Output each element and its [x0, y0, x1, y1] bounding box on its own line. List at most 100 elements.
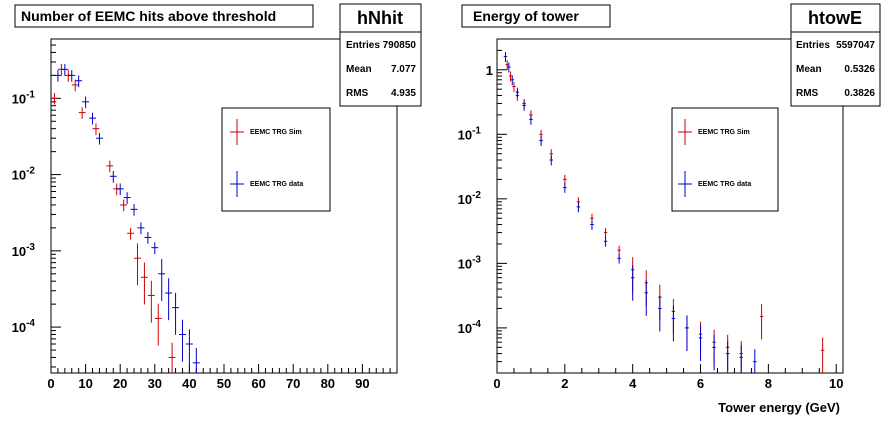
right-pad: Energy of tower htowE Entries 5597047 Me…: [458, 3, 881, 415]
left-data-point: [179, 319, 186, 362]
left-stats-rms-label: RMS: [346, 88, 369, 99]
left-sim-point: [71, 79, 79, 92]
left-sim-point: [154, 303, 162, 346]
left-data-point: [54, 70, 62, 82]
left-data-point: [75, 75, 83, 88]
right-legend: EEMC TRG Sim EEMC TRG data: [671, 107, 779, 212]
left-x-tick-label: 30: [148, 376, 162, 391]
right-sim-point: [505, 60, 509, 71]
left-sim-point: [120, 199, 128, 212]
right-data-point: [515, 87, 520, 98]
right-stats-entries-value: 5597047: [836, 40, 875, 51]
left-x-tick-label: 20: [113, 376, 127, 391]
right-data-point: [671, 306, 676, 342]
right-data-point: [658, 296, 662, 332]
right-data-point: [739, 344, 743, 373]
left-sim-point: [140, 262, 148, 305]
left-data-point: [151, 242, 159, 255]
left-stats-mean-label: Mean: [346, 64, 372, 75]
right-legend-sim-label: EEMC TRG Sim: [698, 129, 750, 136]
left-data-point: [68, 70, 76, 82]
right-legend-data-label: EEMC TRG data: [698, 181, 751, 188]
left-x-tick-label: 50: [217, 376, 231, 391]
right-data-point: [539, 136, 543, 146]
right-data-point: [712, 334, 716, 371]
right-stats-mean-value: 0.5326: [844, 64, 875, 75]
right-y-tick-label: 10-3: [458, 254, 482, 271]
left-data-point: [130, 204, 138, 216]
right-data-point: [685, 315, 689, 351]
right-marks: [503, 52, 825, 373]
right-data-point: [522, 100, 526, 111]
left-sim-point: [168, 342, 176, 373]
left-legend: EEMC TRG Sim EEMC TRG data: [221, 107, 331, 212]
left-chart-title: Number of EEMC hits above threshold: [21, 8, 276, 24]
left-sim-point: [134, 243, 141, 286]
left-x-tick-label: 10: [78, 376, 92, 391]
left-legend-data-label: EEMC TRG data: [250, 181, 303, 188]
left-data-point: [144, 232, 152, 244]
left-x-tick-label: 90: [355, 376, 369, 391]
right-data-point: [698, 325, 703, 361]
right-sim-point: [512, 82, 516, 92]
right-data-point: [617, 253, 621, 264]
left-marks: [51, 64, 200, 373]
left-data-point: [123, 192, 131, 204]
right-data-point: [603, 236, 608, 247]
left-stats-entries-label: Entries: [346, 40, 380, 51]
left-data-point: [165, 278, 173, 321]
right-data-point: [753, 349, 757, 373]
left-sim-point: [92, 123, 100, 136]
left-x-tick-label: 0: [47, 376, 54, 391]
left-y-tick-label: 10-4: [12, 318, 36, 335]
left-data-point: [95, 132, 103, 145]
right-title-box: [461, 4, 611, 28]
right-y-tick-label: 10-4: [458, 319, 482, 336]
left-axes: 0 10 20 30 40 50 60 70 80 90 10-1 10-2 10-3 10-4: [12, 44, 391, 391]
right-x-tick-label: 0: [493, 376, 500, 391]
right-x-tick-label: 2: [561, 376, 568, 391]
right-stats-box: htowE Entries 5597047 Mean 0.5326 RMS 0.…: [790, 3, 881, 107]
left-sim-point: [78, 107, 86, 119]
right-x-tick-label: 10: [829, 376, 843, 391]
right-data-point: [549, 155, 553, 166]
right-data-point: [630, 265, 635, 301]
left-data-point: [61, 64, 69, 76]
left-title-box: [14, 4, 314, 28]
left-data-point: [109, 170, 117, 183]
left-stats-box: hNhit Entries 790850 Mean 7.077 RMS 4.93…: [339, 3, 422, 107]
right-sim-point: [820, 337, 825, 373]
left-stats-rms-value: 4.935: [391, 88, 416, 99]
right-data-point: [503, 52, 508, 63]
left-data-point: [137, 222, 145, 235]
right-y-tick-label: 10-2: [458, 190, 482, 207]
right-data-point: [576, 202, 581, 213]
right-x-tick-label: 4: [629, 376, 637, 391]
right-plot-frame: [496, 38, 844, 374]
right-x-tick-label: 8: [765, 376, 772, 391]
right-y-tick-label: 10-1: [458, 125, 482, 142]
right-data-point: [590, 220, 594, 230]
left-data-point: [185, 329, 193, 372]
left-data-point: [172, 292, 180, 335]
left-y-tick-label: 10-1: [12, 89, 36, 106]
left-sim-point: [106, 160, 114, 173]
left-x-tick-label: 60: [251, 376, 265, 391]
right-data-point: [725, 341, 730, 373]
right-chart-title: Energy of tower: [473, 8, 579, 24]
left-data-point: [116, 183, 124, 196]
right-stats-rms-value: 0.3826: [844, 88, 875, 99]
right-sim-point: [603, 228, 608, 238]
left-y-tick-label: 10-2: [12, 166, 36, 183]
left-data-point: [89, 112, 96, 125]
right-data-point: [507, 62, 511, 73]
right-x-axis-label: Tower energy (GeV): [718, 400, 840, 415]
right-y-tick-label: 1: [486, 63, 493, 78]
right-stats-entries-label: Entries: [796, 40, 830, 51]
left-stats-entries-value: 790850: [383, 40, 417, 51]
left-pad: Number of EEMC hits above threshold hNhi…: [12, 3, 422, 391]
left-x-tick-label: 40: [182, 376, 196, 391]
left-legend-sim-label: EEMC TRG Sim: [250, 129, 302, 136]
left-data-point: [82, 96, 90, 109]
